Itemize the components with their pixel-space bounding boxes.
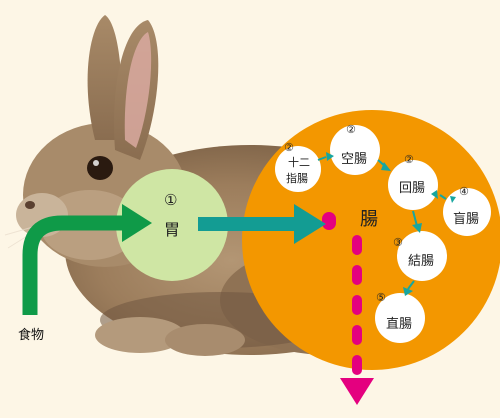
jejunum-label: 空腸 bbox=[341, 152, 367, 167]
dotted-path bbox=[322, 212, 362, 375]
ileum-number: ② bbox=[404, 153, 414, 166]
food-arrow bbox=[22, 215, 125, 315]
stomach-to-intestine-arrow-head bbox=[294, 204, 326, 244]
cecum-number: ④ bbox=[459, 185, 469, 198]
ileum-label: 回腸 bbox=[399, 181, 425, 196]
rectum-label: 直腸 bbox=[386, 317, 412, 332]
stomach-to-intestine-arrow bbox=[198, 217, 296, 231]
node-duodenum bbox=[275, 146, 321, 192]
flow-arrows bbox=[317, 152, 456, 296]
cecum-label: 盲腸 bbox=[453, 211, 479, 227]
colon-label: 結腸 bbox=[408, 254, 434, 269]
stomach-label: 胃 bbox=[164, 220, 180, 239]
node-cecum bbox=[443, 188, 491, 236]
stomach-number: ① bbox=[164, 191, 177, 209]
food-label: 食物 bbox=[18, 327, 44, 343]
duodenum-line2: 指腸 bbox=[286, 171, 308, 185]
jejunum-number: ② bbox=[346, 123, 356, 136]
colon-number: ③ bbox=[393, 236, 403, 249]
exit-arrow bbox=[340, 378, 374, 405]
rectum-number: ⑤ bbox=[376, 291, 386, 304]
node-rectum bbox=[375, 293, 425, 343]
stomach-circle bbox=[116, 169, 228, 281]
duodenum-line1: 十二 bbox=[288, 155, 310, 169]
node-jejunum bbox=[330, 125, 380, 175]
node-ileum bbox=[388, 160, 438, 210]
node-colon bbox=[397, 231, 447, 281]
intestine-label: 腸 bbox=[360, 209, 378, 230]
food-arrow-head bbox=[122, 204, 152, 242]
duodenum-number: ② bbox=[284, 141, 294, 154]
